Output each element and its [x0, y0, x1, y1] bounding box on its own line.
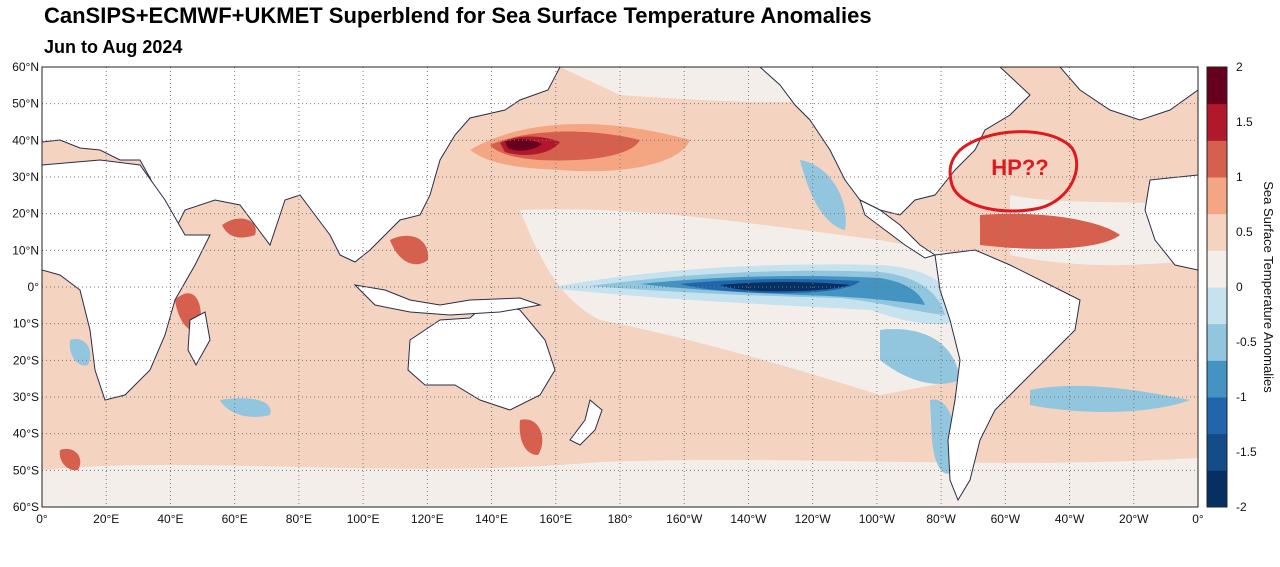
longitude-tick-label: 80°W [926, 512, 956, 526]
cool-region-benguela [69, 339, 91, 366]
colorbar-tick-label: -0.5 [1236, 335, 1257, 349]
latitude-tick-label: 30°S [13, 390, 39, 404]
latitude-tick-label: 0° [28, 280, 40, 294]
warm-region-south-china-sea [390, 235, 429, 265]
colorbar-swatch [1207, 323, 1227, 361]
latitude-ticks: 60°N 50°N 40°N 30°N 20°N 10°N 0° 10°S 20°S 30°S 40… [12, 60, 39, 514]
longitude-tick-label: 100°W [859, 512, 896, 526]
map-title: CanSIPS+ECMWF+UKMET Superblend for Sea S… [44, 3, 872, 28]
land-australia [407, 299, 556, 411]
colorbar-tick-label: 0.5 [1236, 225, 1253, 239]
latitude-tick-label: 10°N [12, 243, 39, 257]
colorbar-tick-label: 2 [1236, 60, 1243, 74]
longitude-tick-label: 160°E [539, 512, 572, 526]
longitude-tick-label: 0° [36, 512, 48, 526]
latitude-tick-label: 30°N [12, 170, 39, 184]
latitude-tick-label: 10°S [13, 317, 39, 331]
land-africa [42, 159, 211, 401]
colorbar-swatch [1207, 397, 1227, 435]
anomaly-field [42, 67, 1198, 507]
cool-region-south-indian [220, 398, 271, 417]
land-indonesia [353, 284, 542, 316]
colorbar-tick-label: 1 [1236, 170, 1243, 184]
colorbar-swatch [1207, 103, 1227, 141]
colorbar-frame [1206, 66, 1228, 508]
warm-region-kuroshio-peak [505, 139, 542, 151]
warm-region-south-atlantic [59, 448, 81, 471]
cool-region-south-atlantic [1030, 385, 1190, 412]
colorbar-tick-label: 0 [1236, 280, 1243, 294]
cool-region-california [800, 160, 846, 230]
longitude-tick-label: 80°E [286, 512, 312, 526]
land-masses [42, 67, 1198, 502]
annotation-text: HP?? [991, 155, 1048, 180]
latitude-tick-label: 50°S [13, 463, 39, 477]
colorbar-swatch [1207, 67, 1227, 105]
latitude-tick-label: 60°N [12, 60, 39, 74]
warm-region-arabian-sea [222, 218, 256, 238]
colorbar-tick-label: -2 [1236, 500, 1247, 514]
land-south-america [934, 249, 1081, 502]
cool-region-equatorial-core [720, 282, 850, 292]
latitude-tick-label: 40°N [12, 133, 39, 147]
plot-frame [41, 66, 1199, 508]
longitude-tick-label: 40°E [157, 512, 183, 526]
longitude-tick-label: 60°E [222, 512, 248, 526]
colorbar-swatch [1207, 250, 1227, 288]
colorbar-swatch [1207, 140, 1227, 178]
colorbar-swatch [1207, 287, 1227, 325]
colorbar-tick-label: 1.5 [1236, 115, 1253, 129]
longitude-tick-label: 140°W [730, 512, 767, 526]
map-subtitle: Jun to Aug 2024 [44, 37, 183, 57]
longitude-tick-label: 20°W [1119, 512, 1149, 526]
latitude-tick-label: 20°S [13, 353, 39, 367]
colorbar-tick-label: -1.5 [1236, 445, 1257, 459]
colorbar-swatch [1207, 213, 1227, 251]
longitude-tick-label: 40°W [1055, 512, 1085, 526]
longitude-tick-label: 60°W [991, 512, 1021, 526]
warm-region-tasman [519, 419, 543, 455]
colorbar: 2 1.5 1 0.5 0 -0.5 -1 -1.5 -2 [1206, 60, 1257, 514]
land-greenland [1059, 67, 1198, 121]
longitude-tick-label: 120°W [795, 512, 832, 526]
longitude-tick-label: 140°E [475, 512, 508, 526]
colorbar-swatch [1207, 177, 1227, 215]
colorbar-tick-label: -1 [1236, 390, 1247, 404]
latitude-tick-label: 50°N [12, 97, 39, 111]
graticule [42, 67, 1198, 507]
land-central-america [859, 199, 937, 259]
longitude-tick-label: 100°E [347, 512, 380, 526]
longitude-ticks: 0° 20°E 40°E 60°E 80°E 100°E 120°E 140°E 160°E 18… [36, 512, 1204, 526]
colorbar-swatch [1207, 360, 1227, 398]
colorbar-label: Sea Surface Temperature Anomalies [1261, 181, 1276, 393]
longitude-tick-label: 20°E [93, 512, 119, 526]
colorbar-swatch [1207, 470, 1227, 508]
longitude-tick-label: 120°E [411, 512, 444, 526]
cool-region-humboldt [880, 329, 960, 384]
land-madagascar [187, 311, 211, 367]
land-west-europe [1144, 174, 1198, 271]
longitude-tick-label: 160°W [666, 512, 703, 526]
latitude-tick-label: 20°N [12, 207, 39, 221]
colorbar-swatch [1207, 433, 1227, 471]
latitude-tick-label: 60°S [13, 500, 39, 514]
hand-drawn-circle-annotation [948, 130, 1079, 213]
longitude-tick-label: 180° [608, 512, 633, 526]
latitude-tick-label: 40°S [13, 427, 39, 441]
warm-region-tropical-atlantic [980, 213, 1120, 249]
longitude-tick-label: 0° [1192, 512, 1204, 526]
